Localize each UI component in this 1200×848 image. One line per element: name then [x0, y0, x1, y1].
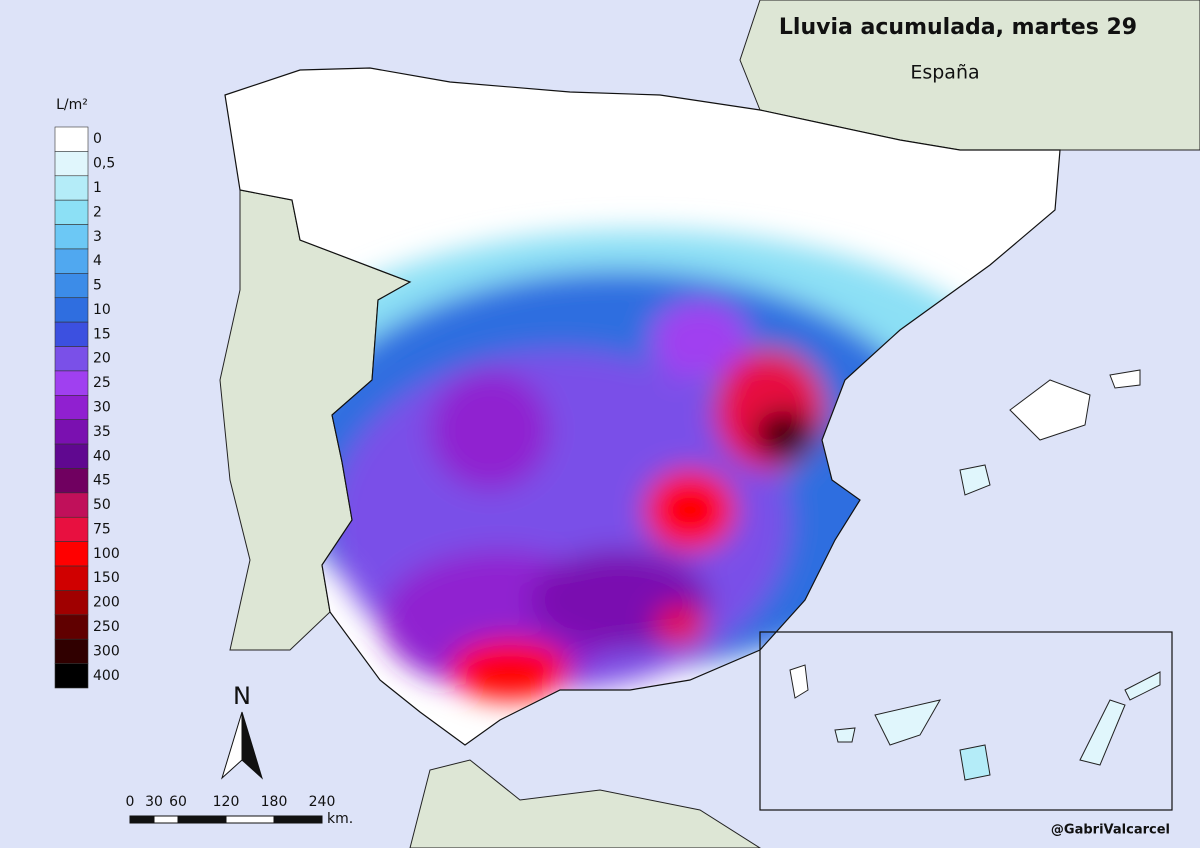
legend-swatch — [54, 516, 89, 542]
legend-swatch — [54, 321, 89, 347]
scale-label: 180 — [261, 794, 288, 810]
legend-label: 35 — [93, 424, 111, 440]
legend-swatch — [54, 248, 89, 274]
legend-label: 75 — [93, 521, 111, 537]
legend: 00,5123451015202530354045507510015020025… — [54, 126, 120, 689]
legend-swatch — [54, 151, 89, 177]
legend-label: 200 — [93, 595, 120, 611]
legend-swatch — [54, 224, 89, 250]
legend-swatch — [54, 370, 89, 396]
la-palma — [789, 664, 809, 699]
arrow-right — [241, 711, 263, 780]
menorca — [1109, 369, 1141, 389]
legend-label: 4 — [93, 253, 102, 269]
legend-label: 150 — [93, 570, 120, 586]
legend-label: 100 — [93, 546, 120, 562]
legend-swatch — [54, 638, 89, 664]
spain-outline — [224, 67, 1061, 746]
legend-label: 40 — [93, 448, 111, 464]
legend-label: 250 — [93, 619, 120, 635]
scale-segment — [225, 815, 275, 824]
gran-canaria — [959, 744, 991, 781]
legend-label: 2 — [93, 204, 102, 220]
legend-swatch — [54, 297, 89, 323]
scale-label: 60 — [169, 794, 187, 810]
rain-300 — [755, 410, 815, 460]
legend-label: 0,5 — [93, 156, 115, 172]
scale-segment — [129, 815, 155, 824]
scale-unit: km. — [327, 811, 353, 827]
credit: @GabriValcarcel — [1051, 823, 1170, 838]
legend-swatch — [54, 126, 89, 152]
legend-label: 20 — [93, 351, 111, 367]
rain-30 — [430, 370, 550, 490]
legend-swatch — [54, 175, 89, 201]
legend-swatch — [54, 395, 89, 420]
mallorca — [1009, 379, 1091, 441]
legend-swatch — [54, 541, 89, 567]
legend-label: 400 — [93, 668, 120, 684]
ibiza — [959, 464, 991, 496]
legend-swatch — [54, 273, 89, 299]
north-label: N — [233, 682, 251, 710]
canary-inset — [759, 631, 1173, 811]
rain-25 — [650, 300, 750, 380]
legend-label: 30 — [93, 400, 111, 416]
scale-segment — [153, 815, 179, 824]
scale-segment — [273, 815, 323, 824]
legend-label: 45 — [93, 473, 111, 489]
lanzarote — [1124, 671, 1161, 701]
legend-label: 300 — [93, 643, 120, 659]
africa — [409, 759, 761, 848]
legend-swatch — [54, 663, 89, 689]
scale-label: 240 — [309, 794, 336, 810]
legend-label: 5 — [93, 278, 102, 294]
scale-label: 30 — [145, 794, 163, 810]
legend-swatch — [54, 492, 89, 518]
rain-100 — [450, 640, 570, 700]
legend-swatch — [54, 565, 89, 591]
rain-75 — [655, 605, 705, 645]
legend-label: 15 — [93, 326, 111, 342]
scale-label: 0 — [126, 794, 135, 810]
fuerteventura — [1079, 699, 1126, 766]
legend-unit: L/m² — [56, 97, 88, 113]
legend-label: 0 — [93, 131, 102, 147]
legend-label: 3 — [93, 229, 102, 245]
legend-label: 1 — [93, 180, 102, 196]
title: Lluvia acumulada, martes 29 — [779, 15, 1137, 40]
legend-swatch — [54, 346, 89, 372]
legend-swatch — [54, 468, 89, 494]
legend-swatch — [54, 419, 89, 445]
rain-100 — [645, 470, 735, 550]
scale-segment — [177, 815, 227, 824]
la-gomera — [834, 727, 856, 743]
legend-swatch — [54, 590, 89, 616]
subtitle: España — [910, 62, 979, 84]
legend-swatch — [54, 199, 89, 225]
legend-label: 25 — [93, 375, 111, 391]
legend-swatch — [54, 443, 89, 469]
legend-label: 50 — [93, 497, 111, 513]
legend-label: 10 — [93, 302, 111, 318]
scale-label: 120 — [213, 794, 240, 810]
tenerife — [874, 699, 942, 746]
north-arrow: N — [221, 682, 263, 780]
rain-field — [225, 68, 1060, 745]
legend-swatch — [54, 614, 89, 640]
